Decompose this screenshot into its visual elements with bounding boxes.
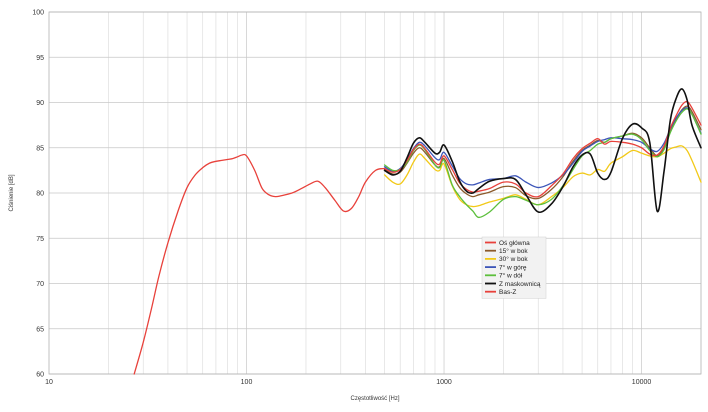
legend-label: 15° w bok <box>499 247 528 255</box>
legend-label: 7° w dół <box>499 272 523 280</box>
series-line-7-w-d <box>383 108 702 219</box>
x-tick-label: 10 <box>45 379 53 386</box>
x-axis-title: Częstotliwość [Hz] <box>350 396 399 402</box>
series-line-bas-z <box>133 153 386 375</box>
y-tick-label: 95 <box>36 55 44 62</box>
y-tick-label: 85 <box>36 145 44 152</box>
legend-label: 30° w bok <box>499 255 528 263</box>
y-tick-label: 60 <box>36 372 44 379</box>
series-line-o-g-wna <box>383 100 702 198</box>
y-tick-label: 65 <box>36 326 44 333</box>
y-tick-label: 90 <box>36 100 44 107</box>
y-tick-label: 80 <box>36 191 44 198</box>
ticks: 60 65 70 75 80 85 90 95 100 10 100 1000 10000 <box>32 10 651 387</box>
series-line-z-maskownic <box>383 88 702 214</box>
y-axis-title: Ciśnienie [dB] <box>9 174 15 211</box>
series-line-15-w-bok <box>383 105 702 200</box>
x-tick-label: 1000 <box>436 379 452 386</box>
plot-frame <box>48 11 702 375</box>
legend-label: Z maskownicą <box>499 281 541 288</box>
y-tick-label: 75 <box>36 236 44 243</box>
x-tick-label: 10000 <box>632 379 652 386</box>
y-tick-label: 100 <box>32 10 44 17</box>
legend-label: Oś główna <box>499 240 530 247</box>
x-tick-label: 100 <box>241 379 253 386</box>
y-tick-label: 70 <box>36 281 44 288</box>
legend-label: Bas-Z <box>499 289 516 296</box>
legend-label: 7° w górę <box>499 263 527 271</box>
series-layer <box>133 88 702 375</box>
series-line-7-w-g-r <box>383 107 702 189</box>
